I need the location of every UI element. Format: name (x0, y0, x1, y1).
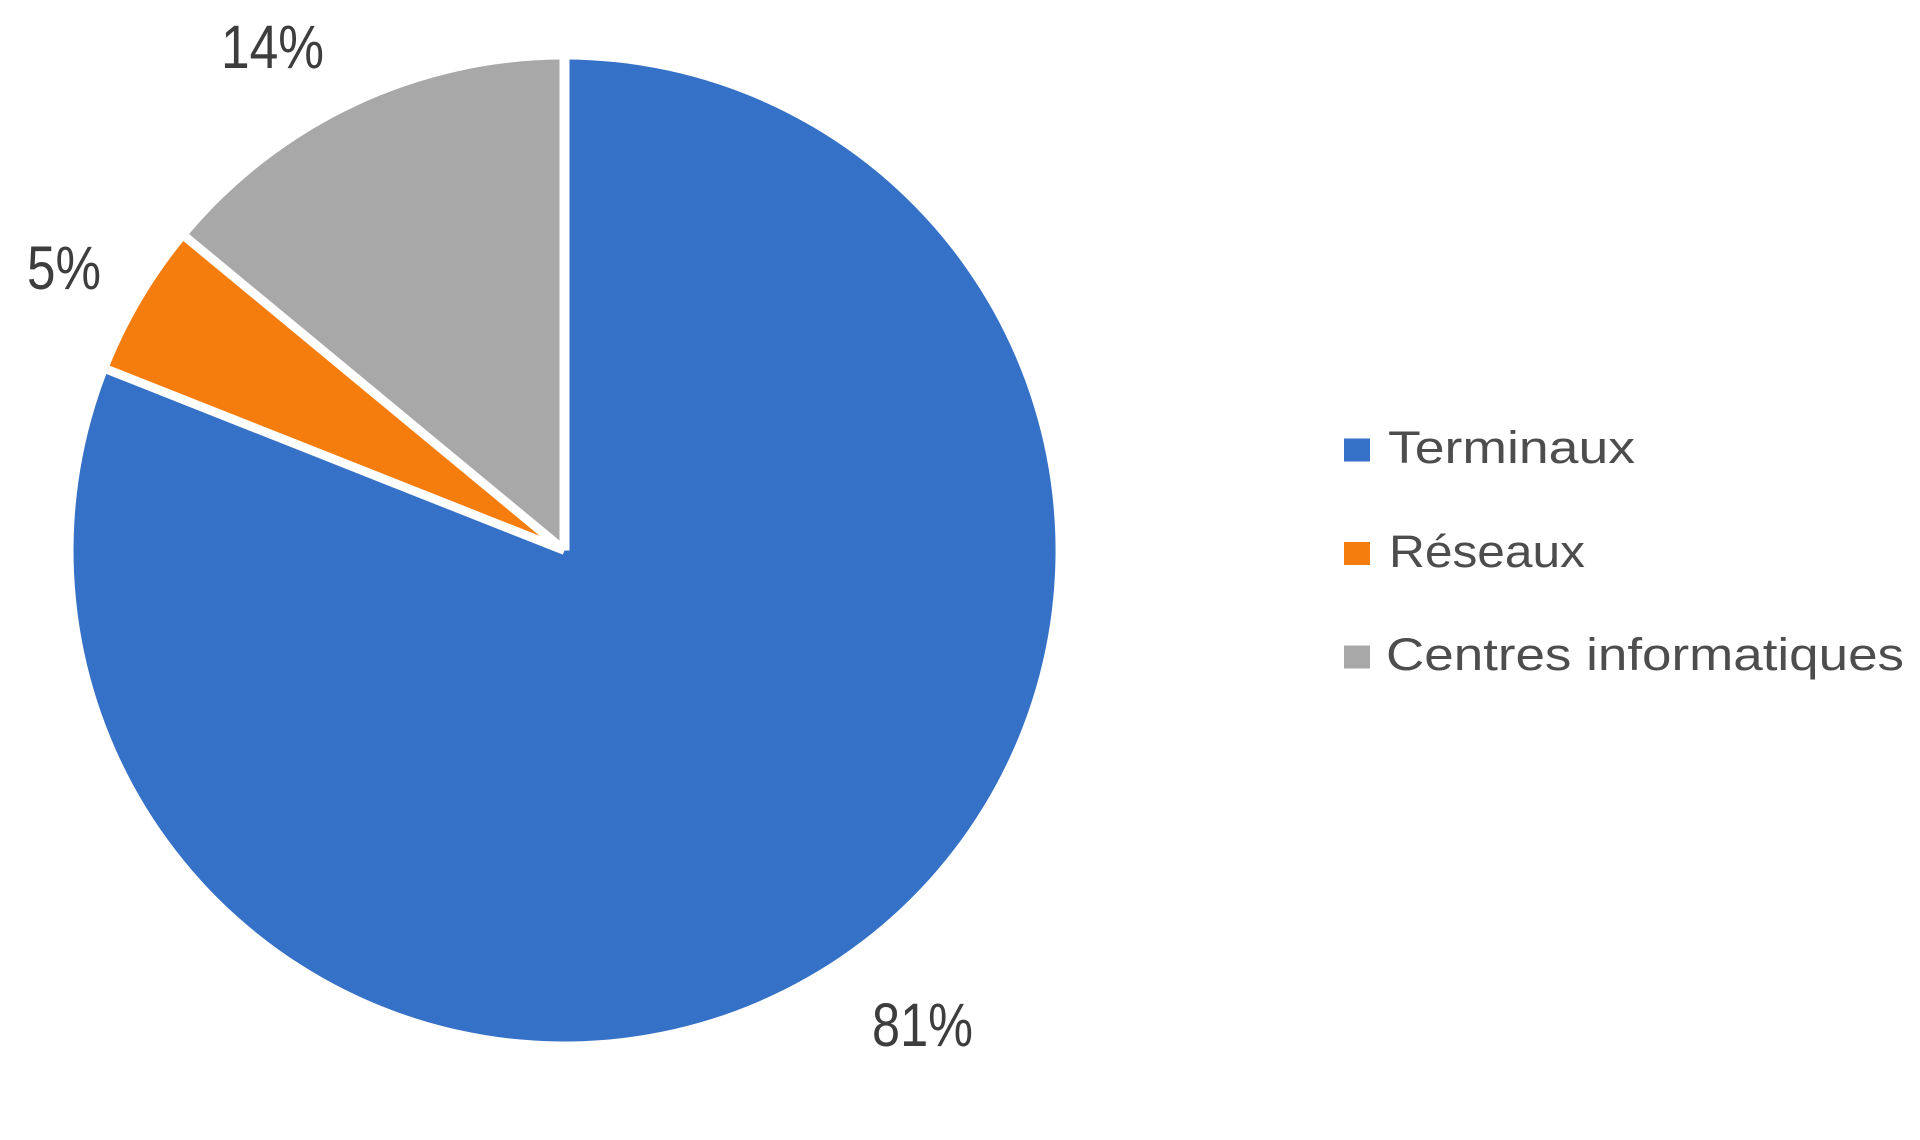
svg-text:Centres informatiques: Centres informatiques (1386, 629, 1904, 680)
svg-text:14%: 14% (221, 13, 324, 81)
svg-text:Terminaux: Terminaux (1388, 422, 1636, 473)
svg-text:81%: 81% (872, 991, 973, 1059)
svg-text:Réseaux: Réseaux (1389, 526, 1586, 577)
svg-text:5%: 5% (27, 234, 101, 302)
